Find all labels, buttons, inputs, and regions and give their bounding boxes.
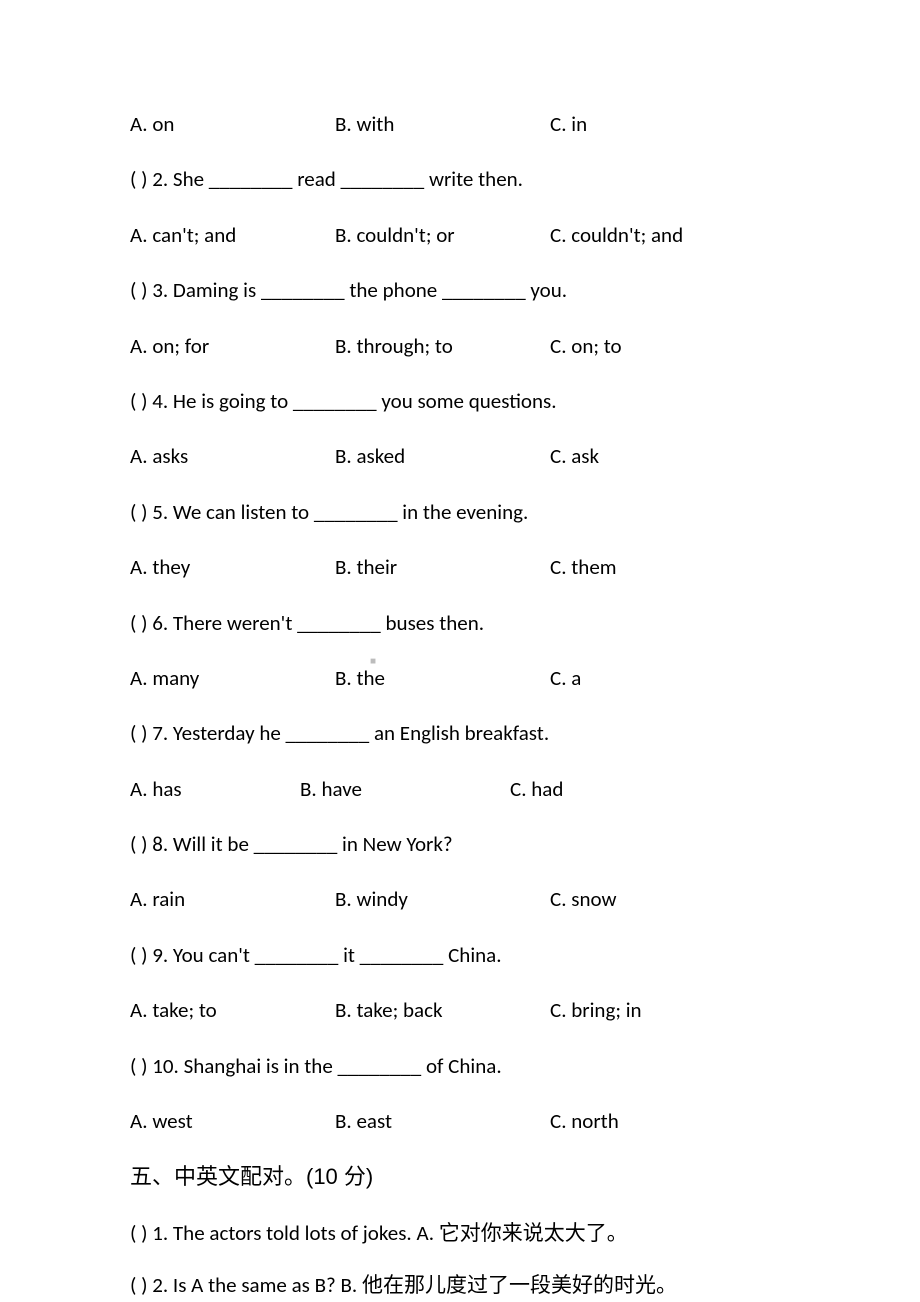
q5-option-a: A. they: [130, 553, 335, 582]
q4-option-c: C. ask: [550, 442, 599, 471]
q9-question: ( ) 9. You can't ________ it ________ Ch…: [130, 941, 790, 970]
q10-question: ( ) 10. Shanghai is in the ________ of C…: [130, 1052, 790, 1081]
q6-options: A. many B. the C. a: [130, 664, 790, 693]
q10-option-a: A. west: [130, 1107, 335, 1136]
q4-option-b: B. asked: [335, 442, 550, 471]
q3-options: A. on; for B. through; to C. on; to: [130, 332, 790, 361]
match-item-1: ( ) 1. The actors told lots of jokes. A.…: [130, 1219, 790, 1248]
q9-option-c: C. bring; in: [550, 996, 642, 1025]
q8-options: A. rain B. windy C. snow: [130, 885, 790, 914]
q1-options: A. on B. with C. in: [130, 110, 790, 139]
q8-option-a: A. rain: [130, 885, 335, 914]
q1-option-b: B. with: [335, 110, 550, 139]
q5-option-b: B. their: [335, 553, 550, 582]
q9-option-a: A. take; to: [130, 996, 335, 1025]
q6-option-c: C. a: [550, 664, 581, 693]
q10-option-c: C. north: [550, 1107, 619, 1136]
q2-question: ( ) 2. She ________ read ________ write …: [130, 165, 790, 194]
q3-question: ( ) 3. Daming is ________ the phone ____…: [130, 276, 790, 305]
q7-option-b: B. have: [300, 775, 510, 804]
q8-option-c: C. snow: [550, 885, 617, 914]
q10-option-b: B. east: [335, 1107, 550, 1136]
q5-options: A. they B. their C. them: [130, 553, 790, 582]
q4-options: A. asks B. asked C. ask: [130, 442, 790, 471]
match-item-2: ( ) 2. Is A the same as B? B. 他在那儿度过了一段美…: [130, 1271, 790, 1300]
q1-option-c: C. in: [550, 110, 587, 139]
q7-options: A. has B. have C. had: [130, 775, 790, 804]
q2-option-b: B. couldn't; or: [335, 221, 550, 250]
q8-option-b: B. windy: [335, 885, 550, 914]
q1-option-a: A. on: [130, 110, 335, 139]
q6-option-b: B. the: [335, 664, 550, 693]
q3-option-a: A. on; for: [130, 332, 335, 361]
q5-question: ( ) 5. We can listen to ________ in the …: [130, 498, 790, 527]
document-page: A. on B. with C. in ( ) 2. She ________ …: [0, 0, 920, 1302]
section-5-heading: 五、中英文配对。(10 分): [130, 1162, 790, 1193]
q7-option-a: A. has: [130, 775, 300, 804]
q8-question: ( ) 8. Will it be ________ in New York?: [130, 830, 790, 859]
q6-option-a: A. many: [130, 664, 335, 693]
q3-option-c: C. on; to: [550, 332, 622, 361]
q4-question: ( ) 4. He is going to ________ you some …: [130, 387, 790, 416]
q7-question: ( ) 7. Yesterday he ________ an English …: [130, 719, 790, 748]
q4-option-a: A. asks: [130, 442, 335, 471]
q9-option-b: B. take; back: [335, 996, 550, 1025]
match-item-2-text: ( ) 2. Is A the same as B? B. 他在那儿度过了一段美…: [130, 1271, 677, 1300]
q3-option-b: B. through; to: [335, 332, 550, 361]
q10-options: A. west B. east C. north: [130, 1107, 790, 1136]
q5-option-c: C. them: [550, 553, 617, 582]
q2-option-c: C. couldn't; and: [550, 221, 683, 250]
match-item-1-text: ( ) 1. The actors told lots of jokes. A.…: [130, 1219, 628, 1248]
q6-question: ( ) 6. There weren't ________ buses then…: [130, 609, 790, 638]
q2-option-a: A. can't; and: [130, 221, 335, 250]
q2-options: A. can't; and B. couldn't; or C. couldn'…: [130, 221, 790, 250]
q9-options: A. take; to B. take; back C. bring; in: [130, 996, 790, 1025]
q7-option-c: C. had: [510, 775, 563, 804]
